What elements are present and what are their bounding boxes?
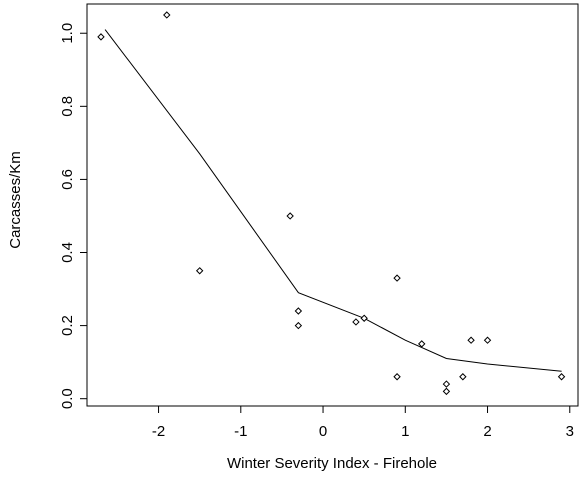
x-tick-label: 3 bbox=[566, 423, 574, 440]
data-point bbox=[557, 373, 566, 381]
data-point bbox=[286, 212, 294, 220]
data-point bbox=[393, 274, 401, 282]
data-point bbox=[442, 387, 451, 396]
x-tick-label: 1 bbox=[401, 423, 409, 440]
y-tick-label: 0.0 bbox=[59, 388, 76, 409]
x-tick-label: 0 bbox=[319, 423, 327, 440]
y-tick-label: 0.2 bbox=[59, 315, 76, 336]
data-point bbox=[163, 11, 171, 19]
y-axis: 0.0 0.2 0.4 0.6 0.8 1.0 bbox=[59, 23, 88, 409]
data-point bbox=[442, 380, 451, 388]
data-point bbox=[393, 373, 401, 381]
y-axis-title: Carcasses/Km bbox=[7, 151, 24, 249]
y-tick-label: 1.0 bbox=[59, 23, 76, 44]
data-point bbox=[294, 307, 303, 315]
data-point bbox=[483, 336, 492, 344]
data-point bbox=[97, 33, 105, 41]
x-axis-title: Winter Severity Index - Firehole bbox=[227, 455, 437, 472]
data-point bbox=[360, 314, 368, 322]
y-tick-label: 0.6 bbox=[59, 169, 76, 190]
data-point bbox=[418, 340, 426, 348]
x-tick-label: 2 bbox=[483, 423, 491, 440]
plot-box bbox=[86, 3, 579, 407]
y-tick-label: 0.8 bbox=[59, 96, 76, 117]
fit-line-layer bbox=[104, 29, 562, 372]
fit-line bbox=[104, 29, 562, 372]
data-point bbox=[467, 336, 475, 344]
data-points-layer bbox=[97, 11, 566, 396]
x-axis: -2 -1 0 1 2 3 bbox=[152, 405, 574, 440]
x-tick-label: -2 bbox=[152, 423, 165, 440]
data-point bbox=[352, 318, 360, 326]
data-point bbox=[294, 321, 303, 330]
y-tick-label: 0.4 bbox=[59, 242, 76, 263]
data-point bbox=[195, 267, 204, 275]
data-point bbox=[459, 373, 467, 381]
x-tick-label: -1 bbox=[234, 423, 247, 440]
